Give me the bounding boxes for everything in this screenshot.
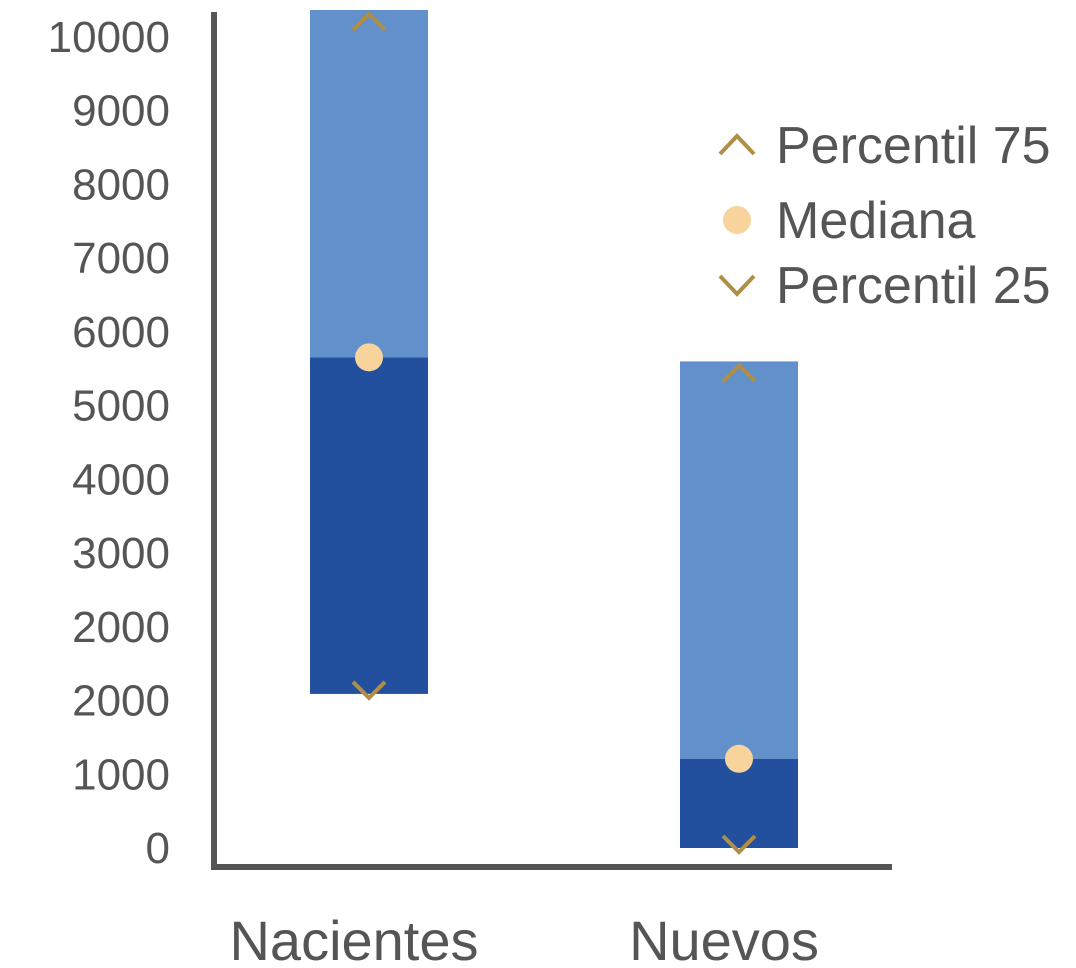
marker-median-nacientes (355, 343, 383, 372)
marker-p75-nuevos (721, 362, 757, 383)
y-tick-label: 9000 (72, 87, 170, 136)
y-tick-label: 3000 (72, 529, 170, 578)
box-lower-nuevos (680, 758, 798, 848)
y-tick-label: 0 (146, 824, 170, 873)
category-labels: Nacientes Nuevos (229, 909, 818, 968)
y-tick-label: 2000 (72, 603, 170, 652)
box-upper-nacientes (310, 10, 428, 358)
y-tick-label: 6000 (72, 308, 170, 357)
y-tick-label: 1000 (72, 750, 170, 799)
legend-marker-chevron-up (718, 133, 756, 156)
y-tick-label: 2000 (72, 677, 170, 726)
y-tick-label: 4000 (72, 455, 170, 504)
legend-label: Percentil 25 (776, 257, 1051, 315)
y-tick-label: 5000 (72, 382, 170, 431)
y-tick-label: 10000 (48, 13, 170, 62)
y-tick-label: 7000 (72, 234, 170, 283)
boxes-group (310, 10, 798, 848)
marker-median-nuevos (725, 744, 753, 773)
legend-label: Mediana (776, 192, 976, 250)
y-tick-labels: 0 1000 2000 2000 3000 4000 5000 6000 7000 8000 900… (48, 13, 170, 873)
markers-group (351, 11, 757, 855)
legend-marker-chevron-down (718, 274, 756, 297)
marker-p75-nacientes (351, 11, 387, 32)
y-tick-label: 8000 (72, 160, 170, 209)
legend: Percentil 75 Mediana Percentil 25 (718, 117, 1051, 315)
box-lower-nacientes (310, 357, 428, 694)
marker-p25-nacientes (351, 680, 387, 701)
category-label: Nacientes (229, 909, 478, 968)
category-label: Nuevos (629, 909, 819, 968)
marker-p25-nuevos (721, 834, 757, 855)
legend-marker-circle (723, 206, 751, 234)
box-upper-nuevos (680, 361, 798, 759)
legend-label: Percentil 75 (776, 117, 1051, 175)
